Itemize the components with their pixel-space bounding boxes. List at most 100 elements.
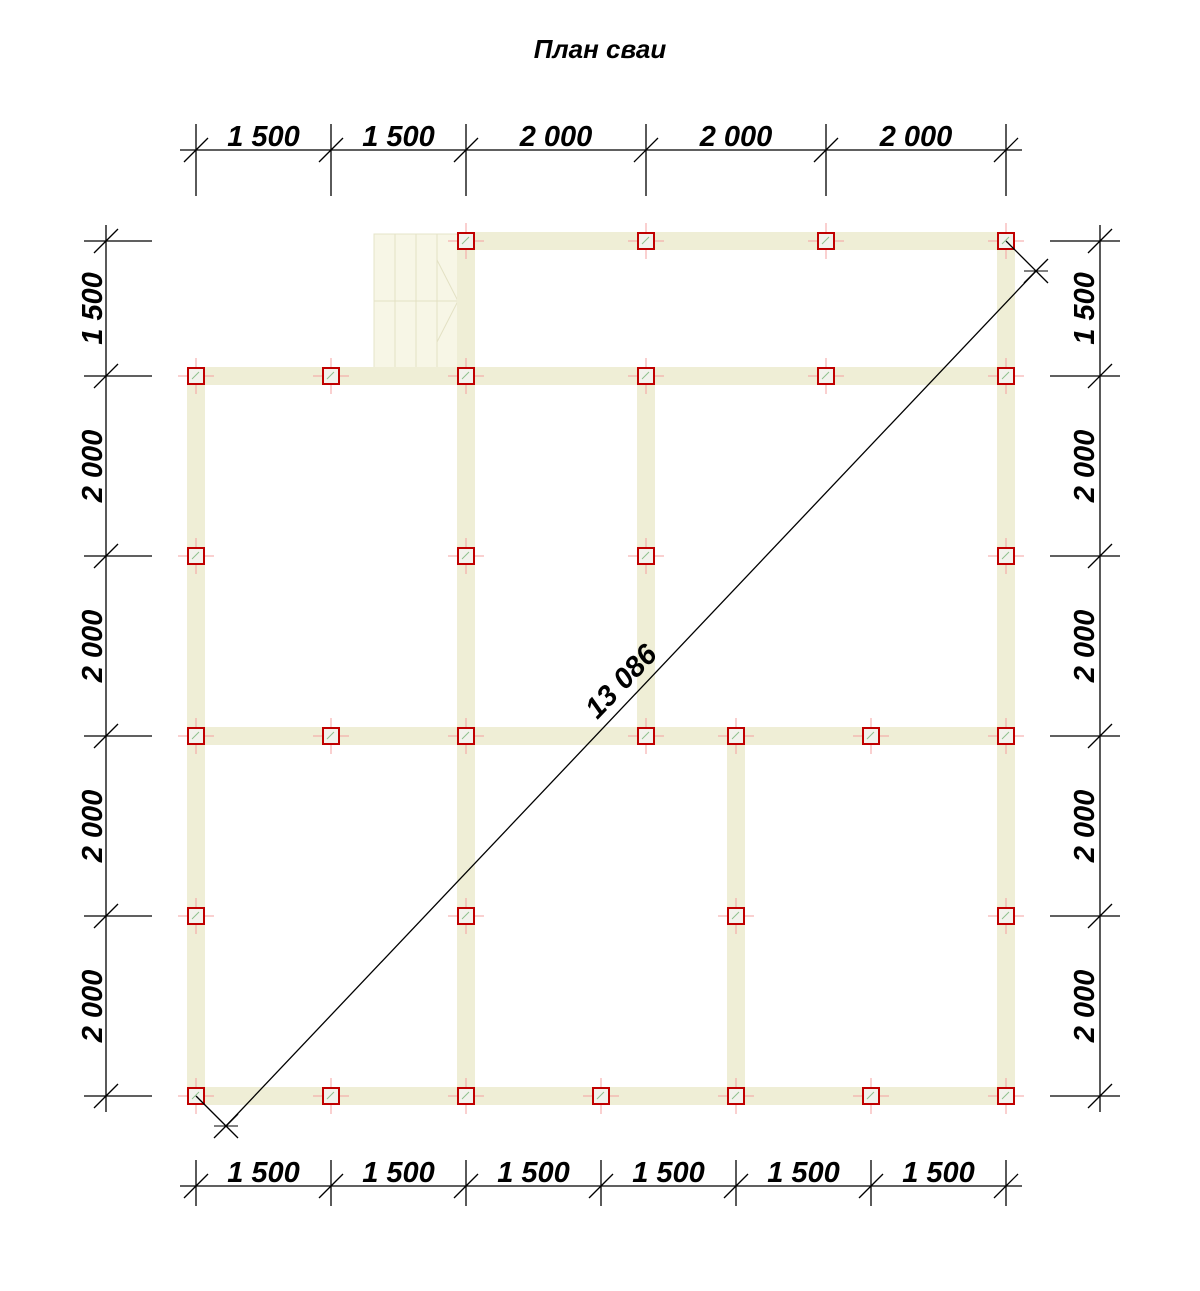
dimension-tick [183, 1173, 209, 1199]
pile-square [997, 1087, 1015, 1105]
dimension-tick [93, 903, 119, 929]
pile-hatch [326, 731, 335, 740]
grade-beam [457, 232, 475, 1105]
pile [313, 718, 349, 754]
pile-square [997, 727, 1015, 745]
pile-hatch [821, 371, 830, 380]
pile [313, 1078, 349, 1114]
pile-hatch [821, 236, 830, 245]
pile-hatch [191, 911, 200, 920]
bottom-dimension-chain: 1 500 1 500 1 500 1 500 1 500 1 500 [180, 1157, 1022, 1206]
pile [178, 358, 214, 394]
pile-square [457, 1087, 475, 1105]
pile [988, 718, 1024, 754]
diagonal-extension [1005, 240, 1049, 284]
pile-hatch [461, 1091, 470, 1100]
dimension-tick [588, 1173, 614, 1199]
plan-title: План сваи [533, 34, 667, 64]
pile [628, 718, 664, 754]
pile [628, 358, 664, 394]
pile-hatch [1001, 1091, 1010, 1100]
dimension-tick [1087, 543, 1113, 569]
pile-square [187, 907, 205, 925]
pile-hatch [461, 551, 470, 560]
dimension-tick [318, 137, 344, 163]
dimension-label: 1 500 [77, 272, 109, 345]
pile [988, 1078, 1024, 1114]
pile-square [997, 367, 1015, 385]
pile-square [817, 232, 835, 250]
dimension-tick [183, 137, 209, 163]
pile-hatch [731, 731, 740, 740]
pile-square [457, 232, 475, 250]
pile-square [727, 1087, 745, 1105]
pile-square [997, 907, 1015, 925]
pile-hatch [461, 371, 470, 380]
pile [448, 538, 484, 574]
dimension-label: 1 500 [227, 121, 300, 153]
dimension-tick [1087, 363, 1113, 389]
dimension-label: 2 000 [77, 970, 109, 1044]
pile-hatch [1001, 551, 1010, 560]
pile [178, 898, 214, 934]
pile-hatch [866, 731, 875, 740]
pile-hatch [1001, 911, 1010, 920]
dimension-tick [813, 137, 839, 163]
grade-beam [997, 232, 1015, 1105]
pile-hatch [1001, 731, 1010, 740]
pile [313, 358, 349, 394]
pile [718, 898, 754, 934]
dimension-label: 2 000 [77, 790, 109, 864]
pile [853, 1078, 889, 1114]
pile-hatch [641, 731, 650, 740]
left-dimension-chain: 1 500 2 000 2 000 2 000 2 000 [77, 225, 152, 1112]
dimension-tick [993, 137, 1019, 163]
pile-square [637, 727, 655, 745]
right-dimension-chain: 1 500 2 000 2 000 2 000 2 000 [1050, 225, 1120, 1112]
pile-square [817, 367, 835, 385]
pile-hatch [191, 551, 200, 560]
pile [178, 538, 214, 574]
dimension-tick [1087, 228, 1113, 254]
dimension-label: 1 500 [497, 1157, 570, 1189]
pile-square [637, 547, 655, 565]
dimension-tick [633, 137, 659, 163]
dimension-label: 1 500 [362, 1157, 435, 1189]
dimension-label: 2 000 [699, 121, 773, 153]
pile [808, 223, 844, 259]
dimension-label: 2 000 [1069, 970, 1101, 1044]
pile [988, 358, 1024, 394]
dimension-label: 2 000 [1069, 790, 1101, 864]
pile-square [862, 727, 880, 745]
pile-hatch [596, 1091, 605, 1100]
dimension-tick [93, 543, 119, 569]
pile-hatch [461, 236, 470, 245]
pile-square [727, 907, 745, 925]
dimension-label: 1 500 [767, 1157, 840, 1189]
diagonal-extension [195, 1095, 239, 1139]
pile [853, 718, 889, 754]
pile-hatch [731, 911, 740, 920]
dimension-tick [1087, 1083, 1113, 1109]
pile [628, 223, 664, 259]
pile [583, 1078, 619, 1114]
pile-square [862, 1087, 880, 1105]
pile-square [637, 232, 655, 250]
pile-hatch [326, 1091, 335, 1100]
piles [178, 223, 1024, 1114]
pile-square [187, 367, 205, 385]
dimension-tick [453, 1173, 479, 1199]
pile-hatch [1001, 371, 1010, 380]
pile-square [997, 547, 1015, 565]
diagonal-dimension-line [225, 270, 1037, 1127]
pile [628, 538, 664, 574]
pile-square [592, 1087, 610, 1105]
pile-hatch [641, 236, 650, 245]
pile-hatch [191, 731, 200, 740]
dimension-label: 1 500 [1069, 272, 1101, 345]
pile-square [637, 367, 655, 385]
grade-beam [187, 727, 1015, 745]
pile-square [322, 727, 340, 745]
pile-hatch [731, 1091, 740, 1100]
